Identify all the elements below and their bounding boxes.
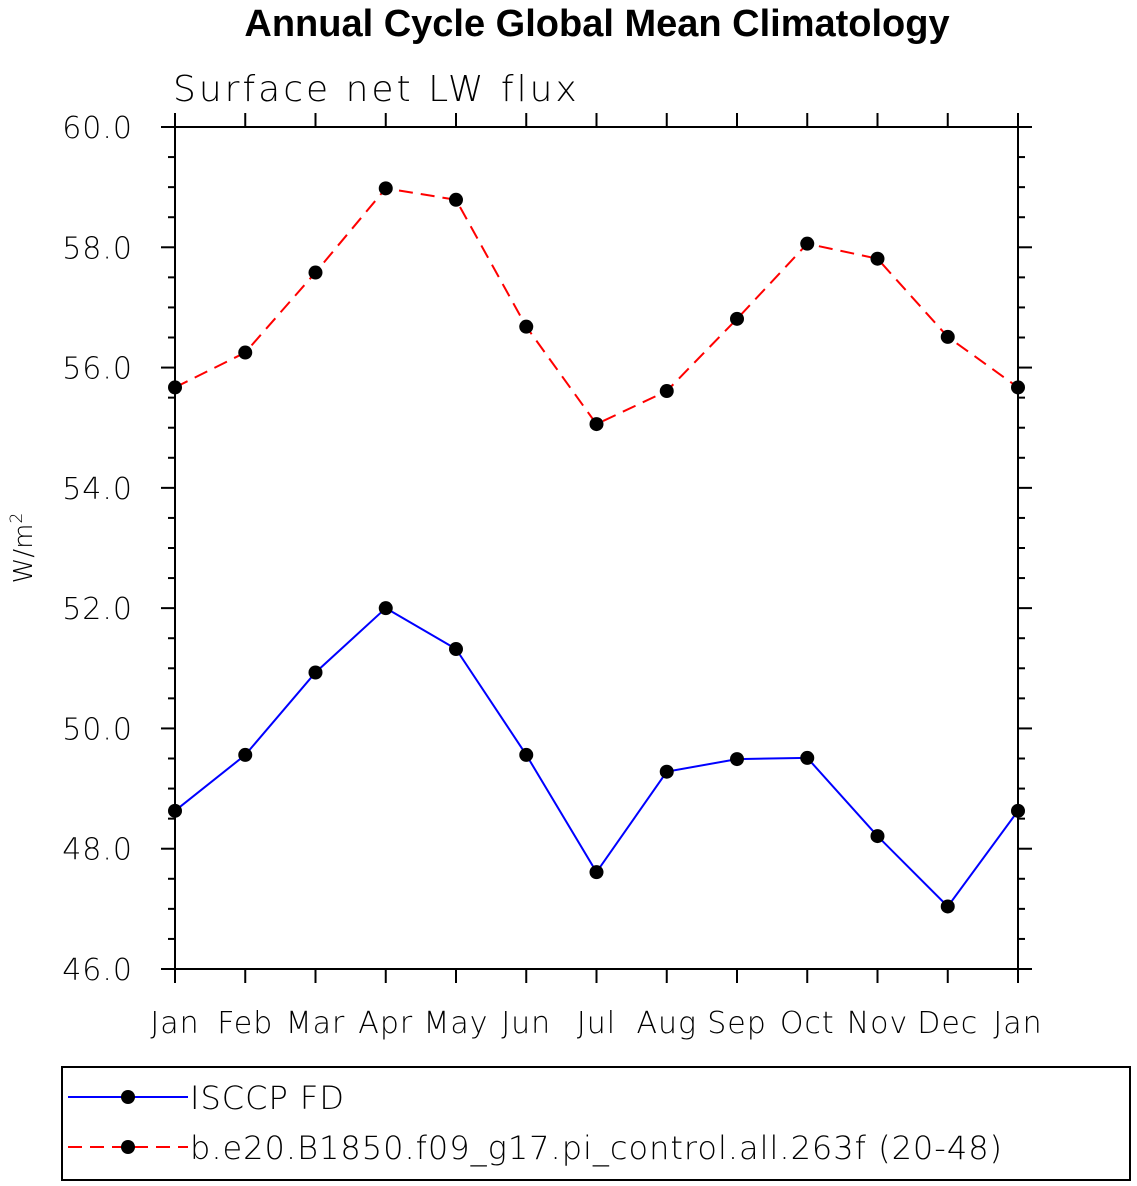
x-tick-label: May — [423, 1006, 488, 1041]
series-1-point — [238, 345, 253, 360]
x-tick-label: Jul — [577, 1006, 616, 1041]
y-tick-label: 46.0 — [62, 953, 133, 988]
legend: ISCCP FD b.e20.B1850.f09_g17.pi_control.a… — [61, 1066, 1131, 1181]
legend-box — [61, 1066, 1131, 1181]
y-tick-label: 48.0 — [62, 833, 133, 868]
axis-ticks: Jan Feb Mar Apr May Jun Jul Aug Sep Oct Nov Dec Jan 4… — [62, 111, 1042, 1041]
x-tick-label: Feb — [217, 1006, 273, 1041]
y-tick-label: 50.0 — [62, 712, 133, 747]
series-1-point — [870, 251, 885, 266]
x-tick-label: Sep — [707, 1006, 767, 1041]
y-axis-label-superscript: 2 — [7, 513, 27, 524]
series-0-point — [870, 829, 885, 844]
x-tick-label: Mar — [286, 1006, 346, 1041]
series-0-point — [378, 601, 393, 616]
y-axis-label: W/m2 — [7, 513, 39, 584]
series-0-point — [940, 899, 955, 914]
series-1-point — [589, 417, 604, 432]
x-tick-label: Oct — [780, 1006, 835, 1041]
legend-label-0: ISCCP FD — [190, 1079, 345, 1117]
y-tick-label: 60.0 — [62, 111, 133, 146]
x-tick-label: Aug — [636, 1006, 697, 1041]
legend-marker-1 — [121, 1140, 135, 1154]
series-0-point — [730, 752, 744, 767]
x-tick-label: Jan — [993, 1006, 1042, 1041]
series-0-point — [238, 747, 253, 762]
series-0-point — [589, 865, 604, 880]
y-axis-label-text: W/m — [9, 524, 39, 584]
svg-text:W/m2: W/m2 — [7, 513, 39, 584]
series-0-point — [800, 750, 815, 765]
x-tick-label: Apr — [358, 1006, 413, 1041]
x-tick-label: Jan — [150, 1006, 199, 1041]
chart-subtitle: Surface net LW flux — [173, 69, 580, 110]
series-1-point — [519, 319, 534, 334]
series-lines — [174, 187, 1019, 909]
series-1-point — [378, 181, 393, 196]
series-1-point — [940, 329, 955, 344]
series-0-point — [659, 764, 674, 779]
series-0-point — [519, 747, 534, 762]
legend-label-1: b.e20.B1850.f09_g17.pi_control.all.263f … — [190, 1129, 1003, 1167]
chart-title: Annual Cycle Global Mean Climatology — [244, 3, 949, 45]
series-0-point — [449, 642, 463, 657]
y-tick-label: 54.0 — [62, 472, 133, 507]
series-1-point — [659, 384, 674, 399]
series-1-point — [730, 311, 744, 326]
plot-frame — [174, 126, 1019, 970]
series-markers — [168, 181, 1025, 914]
series-line-0 — [174, 606, 1019, 909]
x-tick-label: Dec — [917, 1006, 978, 1041]
legend-marker-0 — [121, 1090, 135, 1104]
x-tick-label: Jun — [501, 1006, 551, 1041]
y-tick-label: 52.0 — [62, 592, 133, 627]
series-1-point — [800, 236, 815, 251]
y-tick-label: 56.0 — [62, 352, 133, 387]
series-line-1 — [174, 187, 1019, 426]
series-1-point — [308, 265, 323, 280]
y-tick-label: 58.0 — [62, 231, 133, 266]
series-1-point — [449, 192, 463, 207]
series-0-point — [308, 665, 323, 680]
x-tick-label: Nov — [847, 1006, 909, 1041]
